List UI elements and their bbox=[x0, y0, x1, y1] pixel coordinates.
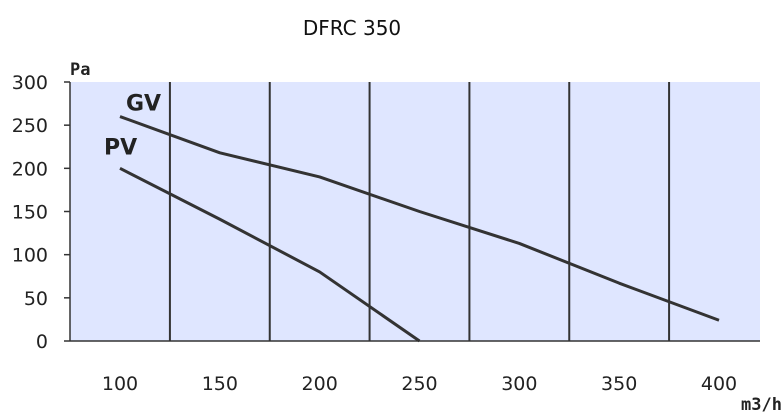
y-tick-label: 200 bbox=[12, 158, 48, 180]
y-tick-label: 150 bbox=[12, 202, 48, 224]
y-tick-label: 100 bbox=[12, 245, 48, 267]
chart-title: DFRC 350 bbox=[302, 16, 402, 40]
series-line-pv bbox=[119, 166, 421, 343]
y-tick-label: 50 bbox=[24, 288, 48, 310]
x-tick-label: 300 bbox=[501, 373, 537, 395]
y-tick-label: 300 bbox=[12, 72, 48, 94]
x-tick-label: 350 bbox=[601, 373, 637, 395]
grid-lines bbox=[168, 82, 671, 341]
y-tick-labels: 0 50 100 150 200 250 300 bbox=[12, 72, 70, 353]
y-axis-label: Pa bbox=[70, 60, 90, 80]
x-tick-label: 250 bbox=[401, 373, 437, 395]
y-tick-label: 0 bbox=[36, 331, 48, 353]
x-axis-label: m3/h bbox=[741, 395, 782, 412]
x-tick-label: 400 bbox=[701, 373, 737, 395]
x-tick-label: 100 bbox=[102, 373, 138, 395]
x-tick-label: 200 bbox=[302, 373, 338, 395]
x-tick-label: 150 bbox=[202, 373, 238, 395]
series-label-pv: PV bbox=[104, 135, 137, 160]
y-tick-label: 250 bbox=[12, 115, 48, 137]
x-tick-labels: 100 150 200 250 300 350 400 bbox=[102, 373, 737, 395]
series-label-gv: GV bbox=[126, 92, 161, 117]
series-lines: GV PV bbox=[104, 92, 720, 343]
